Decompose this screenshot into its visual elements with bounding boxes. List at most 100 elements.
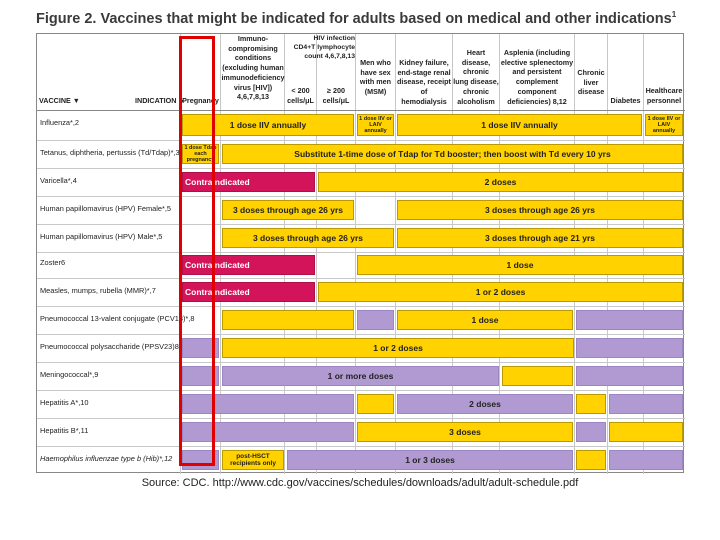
row-label-varicella: Varicella*,4 [40, 176, 77, 185]
bar-label: 3 doses through age 26 yrs [232, 205, 344, 215]
header-healthcare: Healthcare personnel [645, 86, 683, 105]
header-kidney: Kidney failure, end-stage renal disease,… [397, 58, 451, 106]
bar-ppsv23-seg [182, 338, 219, 358]
row-line [37, 446, 685, 447]
header-msm: Men who have sex with men (MSM) [359, 58, 392, 97]
row-label-hepatitis-b: Hepatitis B*,11 [40, 426, 89, 435]
bar-influenza-laiv-msm: 1 dose IIV or LAIV annually [357, 114, 394, 136]
bar-hepatitis-a-seg [357, 394, 394, 414]
header-pregnancy: Pregnancy [182, 96, 219, 105]
bar-ppsv23-seg [576, 338, 683, 358]
bar-hepatitis-a-main: 2 doses [397, 394, 573, 414]
row-label-influenza: Influenza*,2 [40, 118, 80, 127]
header-rule [37, 110, 685, 111]
bar-label: 1 dose [506, 260, 534, 270]
bar-label: Substitute 1-time dose of Tdap for Td bo… [294, 149, 611, 159]
bar-influenza-iiv: 1 dose IIV annually [182, 114, 354, 136]
bar-varicella-contraindicated: Contraindicated [182, 172, 315, 192]
bar-meningococcal-seg [576, 366, 683, 386]
bar-hepatitis-a-seg [182, 394, 354, 414]
col-line [355, 34, 356, 474]
row-label-hpv-female: Human papillomavirus (HPV) Female*,5 [40, 204, 172, 213]
bar-label: 2 doses [484, 177, 517, 187]
bar-label: Contraindicated [185, 260, 250, 270]
bar-hepatitis-b-seg [182, 422, 354, 442]
row-label-mmr: Measles, mumps, rubella (MMR)*,7 [40, 286, 156, 295]
header-indication: INDICATION ► [135, 96, 186, 105]
row-label-ppsv23: Pneumococcal polysaccharide (PPSV23)8 [40, 342, 179, 351]
bar-hepatitis-a-seg [576, 394, 606, 414]
bar-pcv13-seg [357, 310, 394, 330]
row-label-hib: Haemophilus influenzae type b (Hib)*,12 [40, 454, 173, 463]
col-line [643, 34, 644, 474]
bar-zoster-1-dose: 1 dose [357, 255, 683, 275]
bar-label: 1 dose IIV annually [229, 120, 307, 130]
bar-label: 3 doses through age 26 yrs [252, 233, 364, 243]
bar-influenza-iiv-2: 1 dose IIV annually [397, 114, 642, 136]
bar-ppsv23-main: 1 or 2 doses [222, 338, 574, 358]
row-line [37, 140, 685, 141]
bar-label: 2 doses [469, 399, 501, 409]
bar-label: Contraindicated [185, 287, 250, 297]
bar-label: 1 dose [471, 315, 499, 325]
bar-label: 1 or 2 doses [475, 287, 526, 297]
row-label-zoster: Zoster6 [40, 258, 66, 267]
row-line [37, 252, 685, 253]
col-line [395, 34, 396, 474]
row-label-hpv-male: Human papillomavirus (HPV) Male*,5 [40, 232, 163, 241]
bar-hepatitis-b-main: 3 doses [357, 422, 573, 442]
bar-label: 3 doses through age 26 yrs [484, 205, 596, 215]
bar-hpv-male-2: 3 doses through age 21 yrs [397, 228, 683, 248]
bar-hib-seg [609, 450, 683, 470]
row-line [37, 168, 685, 169]
bar-label: Contraindicated [185, 177, 250, 187]
row-line [37, 334, 685, 335]
header-hiv: HIV infection CD4+T lymphocyte count 4,6… [293, 35, 355, 61]
col-line [574, 34, 575, 474]
bar-meningococcal-main: 1 or more doses [222, 366, 499, 386]
figure-title-sup: 1 [671, 10, 677, 19]
bar-pcv13-seg [576, 310, 683, 330]
bar-mmr-1-or-2-doses: 1 or 2 doses [318, 282, 683, 302]
row-line [37, 278, 685, 279]
bar-tdap-substitute: Substitute 1-time dose of Tdap for Td bo… [222, 144, 683, 164]
header-liver: Chronic liver disease [577, 68, 605, 97]
header-immunocompromising: Immuno- compromising conditions (excludi… [221, 34, 285, 102]
col-line [284, 34, 285, 474]
row-line [37, 390, 685, 391]
row-line [37, 362, 685, 363]
col-line [452, 34, 453, 474]
source-caption: Source: CDC. http://www.cdc.gov/vaccines… [141, 477, 579, 489]
bar-mmr-contraindicated: Contraindicated [182, 282, 315, 302]
vaccine-schedule-table: VACCINE ▼ INDICATION ► Pregnancy Immuno-… [36, 33, 685, 474]
bar-hpv-female-1: 3 doses through age 26 yrs [222, 200, 354, 220]
row-line [37, 306, 685, 307]
row-label-meningococcal: Meningococcal*,9 [40, 370, 99, 379]
bar-label: post-HSCT recipients only [230, 452, 276, 467]
bar-meningococcal-seg [182, 366, 219, 386]
header-vaccine: VACCINE ▼ [39, 96, 80, 105]
row-line [37, 196, 685, 197]
col-line [607, 34, 608, 474]
figure-title-text: Figure 2. Vaccines that might be indicat… [36, 10, 672, 27]
bar-label: 1 dose IIV or LAIV annually [359, 115, 392, 135]
header-diabetes: Diabetes [610, 96, 641, 105]
row-label-hepatitis-a: Hepatitis A*,10 [40, 398, 89, 407]
bar-zoster-contraindicated: Contraindicated [182, 255, 315, 275]
row-line [37, 418, 685, 419]
col-line [499, 34, 500, 474]
bar-hepatitis-a-seg [609, 394, 683, 414]
bar-hepatitis-b-seg [576, 422, 606, 442]
header-heart-lung: Heart disease, chronic lung disease, chr… [453, 48, 499, 106]
bar-varicella-2-doses: 2 doses [318, 172, 683, 192]
bar-label: 3 doses [449, 427, 481, 437]
bar-label: 1 or 2 doses [373, 343, 423, 353]
header-hiv-lt200: < 200 cells/μL [287, 86, 314, 105]
bar-tdap-pregnancy: 1 dose Tdap each pregnancy [182, 144, 219, 164]
bar-label: 1 dose Tdap each pregnancy [184, 144, 217, 164]
row-label-tdap: Tetanus, diphtheria, pertussis (Td/Tdap)… [40, 148, 180, 157]
col-line [316, 34, 317, 474]
bar-label: 1 or 3 doses [405, 455, 455, 465]
bar-label: 1 or more doses [327, 371, 394, 381]
col-line [220, 34, 221, 474]
